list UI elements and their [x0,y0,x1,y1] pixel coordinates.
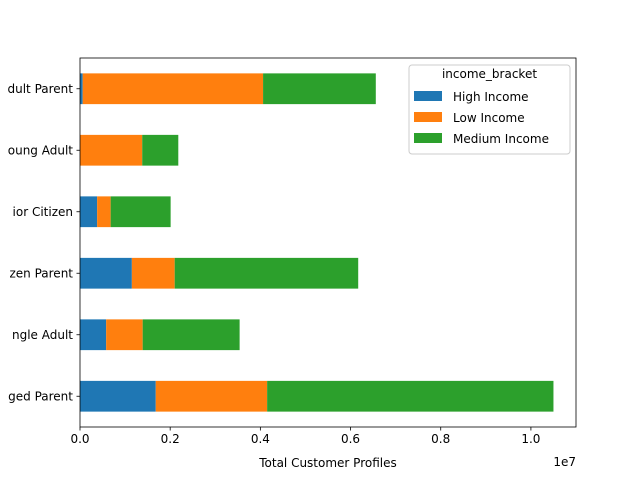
bar-medium-income-3 [110,196,171,228]
y-tick-label: ior Citizen [13,205,73,219]
bar-high-income-1 [80,319,107,351]
legend: income_bracket High Income Low Income Mediu… [408,64,571,155]
legend-swatch-1 [414,112,442,122]
legend-swatch-2 [414,133,442,143]
bar-medium-income-5 [263,73,376,105]
bar-high-income-3 [80,196,98,228]
y-tick-label: ged Parent [8,389,73,403]
y-tick-label: dult Parent [8,82,74,96]
bar-low-income-1 [106,319,143,351]
bar-medium-income-0 [267,380,554,412]
bar-high-income-5 [80,73,83,105]
x-axis-label: Total Customer Profiles [258,456,397,470]
bar-medium-income-4 [142,134,179,166]
legend-label-0: High Income [453,90,529,104]
x-tick-label: 0.4 [251,432,270,446]
bar-high-income-0 [80,380,156,412]
x-tick-label: 0.2 [161,432,180,446]
bar-low-income-0 [155,380,268,412]
x-tick-label: 1.0 [521,432,540,446]
plot-frame [79,57,577,428]
bar-medium-income-2 [174,257,359,289]
x-tick-label: 0.0 [70,432,89,446]
legend-box [408,64,571,155]
legend-swatch-0 [414,91,442,101]
x-offset-text: 1e7 [553,455,576,469]
x-tick-label: 0.6 [341,432,360,446]
y-tick-label: oung Adult [8,143,74,157]
y-tick-label: ngle Adult [12,328,73,342]
y-tick-label: zen Parent [9,266,73,280]
axes-layer: ged Parent ngle Adult zen Parent ior Citize… [8,57,577,470]
bar-low-income-2 [131,257,175,289]
bar-high-income-2 [80,257,132,289]
bar-medium-income-1 [142,319,240,351]
bars-layer [80,73,554,412]
legend-label-1: Low Income [453,111,525,125]
x-tick-label: 0.8 [431,432,450,446]
bar-low-income-5 [82,73,264,105]
legend-title: income_bracket [442,67,537,81]
bar-low-income-3 [97,196,111,228]
legend-label-2: Medium Income [453,132,549,146]
bar-low-income-4 [80,134,143,166]
